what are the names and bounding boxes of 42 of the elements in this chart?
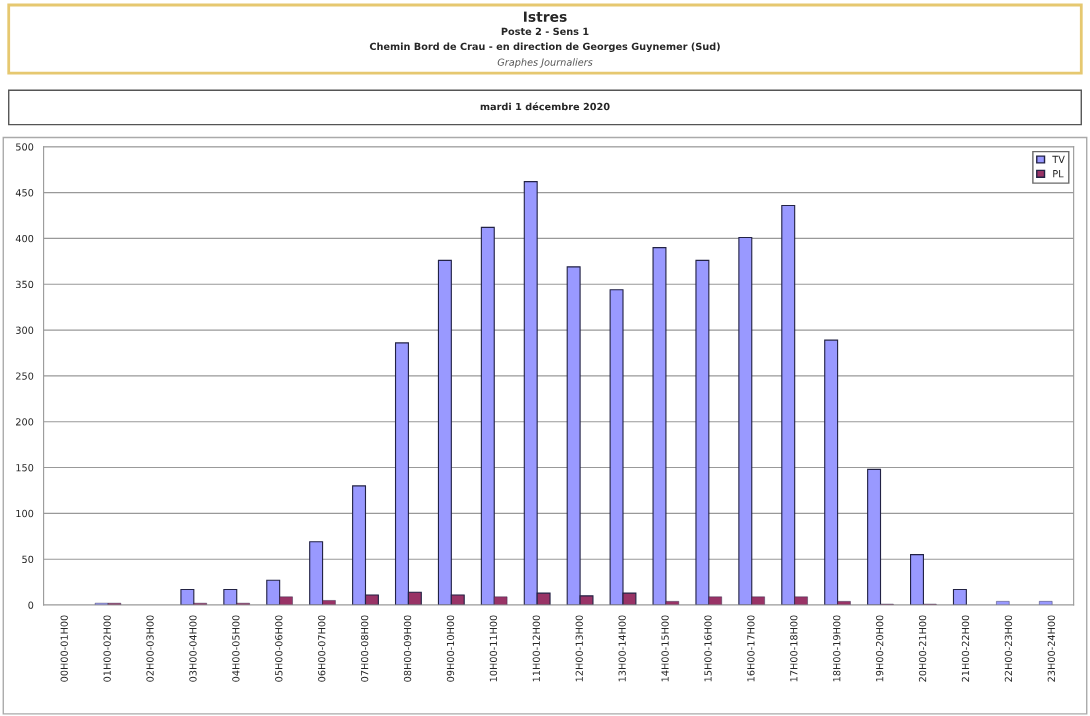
x-tick-label: 01H00-02H00	[103, 615, 111, 682]
y-tick-label: 400	[15, 234, 34, 243]
text: Chemin Bord de Crau - en direction de Georges Guynemer (Sud)	[369, 42, 720, 52]
x-tick-label: 14H00-15H00	[661, 615, 669, 682]
text: mardi 1 décembre 2020	[480, 102, 610, 111]
x-tick-label: 12H00-13H00	[575, 615, 583, 682]
x-tick-label: 16H00-17H00	[747, 615, 755, 682]
y-tick-label: 150	[16, 464, 34, 472]
x-tick-label: 00H00-01H00	[60, 615, 68, 682]
x-tick-label: 20H00-21H00	[918, 615, 927, 682]
x-tick-label: 11H00-12H00	[532, 615, 540, 682]
y-tick-label: 300	[16, 326, 34, 334]
legend-label: PL	[1053, 170, 1064, 178]
y-tick-label: 350	[16, 280, 34, 289]
x-tick-label: 23H00-24H00	[1047, 615, 1056, 682]
chart-subtitle: Poste 2 - Sens 1	[501, 27, 589, 36]
x-tick-label: 09H00-10H00	[446, 615, 455, 682]
x-tick-label: 18H00-19H00	[833, 615, 841, 682]
x-tick-label: 03H00-04H00	[189, 615, 197, 682]
x-tick-label: 06H00-07H00	[318, 615, 326, 682]
x-tick-label: 17H00-18H00	[790, 615, 798, 682]
legend-label: TV	[1052, 155, 1065, 163]
x-tick-label: 08H00-09H00	[403, 615, 412, 682]
y-tick-label: 500	[16, 143, 34, 151]
x-tick-label: 22H00-23H00	[1004, 615, 1013, 682]
x-tick-label: 04H00-05H00	[232, 615, 240, 682]
x-tick-label: 19H00-20H00	[875, 615, 884, 682]
x-tick-label: 13H00-14H00	[618, 615, 626, 682]
x-tick-label: 05H00-06H00	[275, 615, 283, 682]
y-tick-label: 100	[16, 509, 34, 518]
y-tick-label: 200	[16, 418, 34, 426]
y-tick-label: 0	[28, 601, 34, 609]
x-tick-label: 02H00-03H00	[146, 615, 154, 682]
x-tick-label: 21H00-22H00	[961, 615, 970, 682]
chart-title: Istres	[523, 11, 567, 22]
y-tick-label: 450	[15, 189, 34, 197]
x-tick-label: 15H00-16H00	[704, 615, 712, 682]
y-tick-label: 50	[22, 555, 34, 564]
text: Graphes Journaliers	[497, 58, 593, 68]
x-tick-label: 10H00-11H00	[489, 615, 498, 682]
y-tick-label: 250	[16, 372, 34, 380]
x-tick-label: 07H00-08H00	[360, 615, 369, 682]
